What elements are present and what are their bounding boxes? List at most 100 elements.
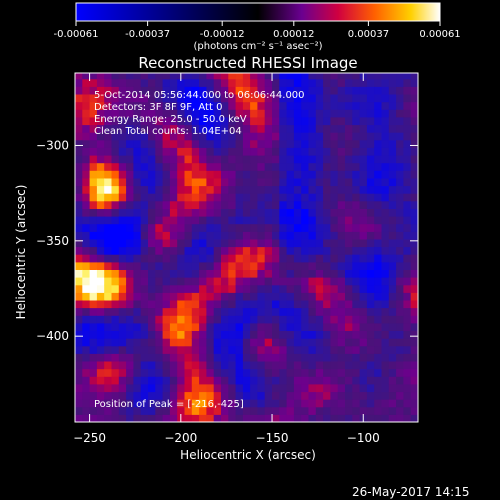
heatmap-cell xyxy=(199,254,207,263)
heatmap-cell xyxy=(111,78,120,87)
heatmap-cell xyxy=(155,292,164,301)
heatmap-cell xyxy=(286,399,295,408)
heatmap-cell xyxy=(374,238,383,248)
heatmap-cell xyxy=(104,383,113,393)
heatmap-cell xyxy=(293,299,302,309)
heatmap-cell xyxy=(257,361,266,370)
heatmap-cell xyxy=(235,261,244,270)
heatmap-cell xyxy=(242,147,251,156)
heatmap-cell xyxy=(221,200,229,209)
heatmap-cell xyxy=(257,200,266,209)
heatmap-cell xyxy=(330,109,339,118)
heatmap-cell xyxy=(155,284,164,293)
heatmap-cell xyxy=(148,368,156,377)
heatmap-cell xyxy=(133,155,142,164)
heatmap-cell xyxy=(235,78,244,87)
heatmap-cell xyxy=(140,269,149,278)
heatmap-cell xyxy=(381,406,390,415)
heatmap-cell xyxy=(235,116,244,126)
heatmap-cell xyxy=(184,345,193,354)
heatmap-cell xyxy=(221,177,229,187)
heatmap-cell xyxy=(293,162,302,171)
heatmap-cell xyxy=(374,101,383,110)
heatmap-cell xyxy=(89,155,98,164)
heatmap-cell xyxy=(293,414,302,422)
heatmap-cell xyxy=(396,299,404,309)
heatmap-cell xyxy=(89,269,98,278)
heatmap-cell xyxy=(118,155,127,164)
heatmap-cell xyxy=(388,208,397,217)
heatmap-cell xyxy=(264,132,273,141)
heatmap-cell xyxy=(235,376,244,385)
heatmap-cell xyxy=(235,223,244,232)
heatmap-cell xyxy=(177,238,186,248)
heatmap-cell xyxy=(323,246,331,255)
heatmap-cell xyxy=(82,177,91,187)
heatmap-cell xyxy=(184,86,193,95)
heatmap-cell xyxy=(388,139,397,148)
heatmap-cell xyxy=(133,399,142,408)
heatmap-cell xyxy=(206,86,215,95)
heatmap-cell xyxy=(301,361,310,370)
heatmap-cell xyxy=(228,162,237,171)
heatmap-cell xyxy=(359,155,368,164)
heatmap-cell xyxy=(257,307,266,316)
heatmap-cell xyxy=(250,353,258,362)
heatmap-cell xyxy=(323,193,331,202)
heatmap-cell xyxy=(396,353,404,362)
heatmap-cell xyxy=(213,399,222,408)
heatmap-cell xyxy=(213,338,222,347)
heatmap-cell xyxy=(177,338,186,347)
heatmap-cell xyxy=(410,338,418,347)
heatmap-cell xyxy=(177,299,186,309)
heatmap-cell xyxy=(155,353,164,362)
heatmap-cell xyxy=(286,116,295,126)
heatmap-cell xyxy=(396,383,404,393)
heatmap-cell xyxy=(396,231,404,240)
heatmap-cell xyxy=(213,73,222,80)
heatmap-cell xyxy=(410,78,418,87)
heatmap-cell xyxy=(337,231,346,240)
heatmap-cell xyxy=(111,185,120,194)
heatmap-cell xyxy=(199,368,207,377)
heatmap-cell xyxy=(104,330,113,339)
heatmap-cell xyxy=(242,322,251,331)
heatmap-cell xyxy=(308,139,317,148)
heatmap-cell xyxy=(359,78,368,87)
heatmap-cell xyxy=(381,269,390,278)
heatmap-cell xyxy=(82,361,91,370)
heatmap-cell xyxy=(162,307,171,316)
heatmap-cell xyxy=(221,246,229,255)
heatmap-cell xyxy=(279,307,288,316)
heatmap-cell xyxy=(301,101,310,110)
heatmap-cell xyxy=(82,322,91,331)
heatmap-cell xyxy=(264,147,273,156)
heatmap-cell xyxy=(177,376,186,385)
heatmap-cell xyxy=(89,338,98,347)
heatmap-cell xyxy=(359,299,368,309)
heatmap-cell xyxy=(272,200,280,209)
heatmap-cell xyxy=(133,338,142,347)
heatmap-cell xyxy=(199,155,207,164)
heatmap-cell xyxy=(337,261,346,270)
heatmap-cell xyxy=(272,216,280,225)
heatmap-cell xyxy=(126,322,134,331)
heatmap-cell xyxy=(148,307,156,316)
heatmap-cell xyxy=(250,193,258,202)
heatmap-cell xyxy=(330,216,339,225)
heatmap-cell xyxy=(169,94,178,103)
heatmap-cell xyxy=(381,124,390,133)
heatmap-cell xyxy=(184,353,193,362)
heatmap-cell xyxy=(111,86,120,95)
heatmap-cell xyxy=(162,101,171,110)
heatmap-cell xyxy=(75,399,83,408)
heatmap-cell xyxy=(184,246,193,255)
heatmap-cell xyxy=(286,376,295,385)
heatmap-cell xyxy=(177,132,186,141)
heatmap-cell xyxy=(184,124,193,133)
heatmap-cell xyxy=(213,109,222,118)
heatmap-cell xyxy=(162,238,171,248)
heatmap-cell xyxy=(155,406,164,415)
colorbar-tick-label: 0.00012 xyxy=(273,29,314,40)
heatmap-cell xyxy=(111,307,120,316)
